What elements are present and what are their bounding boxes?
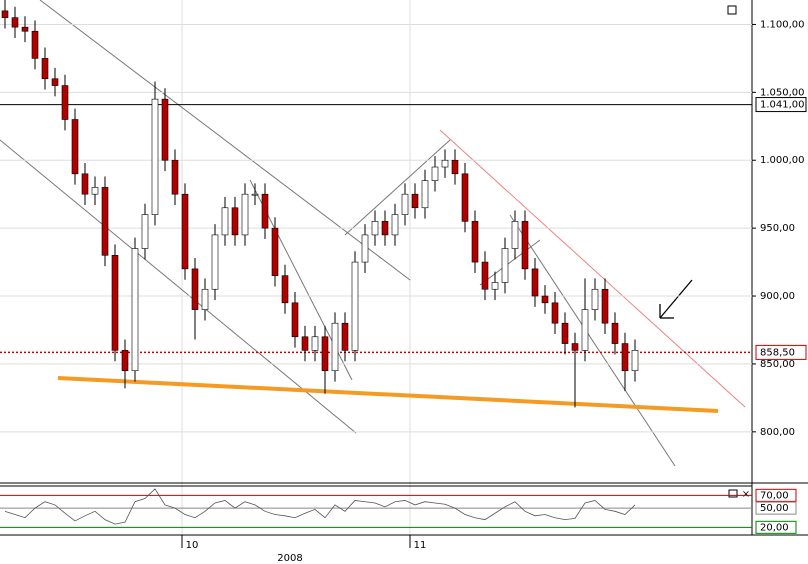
candle-body	[121, 350, 129, 372]
rsi-level-box	[755, 488, 797, 502]
candle-body	[11, 17, 19, 28]
rsi-level-box	[755, 501, 797, 515]
candle-body	[581, 309, 589, 351]
candle-body	[191, 268, 199, 310]
month-label: 10	[186, 540, 199, 551]
candle-body	[631, 350, 639, 372]
candle-body	[321, 336, 329, 372]
rsi-level-label: 20,00	[760, 522, 789, 533]
candle-body	[521, 221, 529, 270]
candle-body	[601, 288, 609, 324]
candle-body	[431, 166, 439, 181]
candle-body	[311, 336, 319, 351]
candle-body	[241, 193, 249, 236]
candle-body	[61, 85, 69, 120]
candle-body	[141, 214, 149, 249]
y-tick-label: 1.100,00	[760, 19, 805, 30]
candle-body	[371, 221, 379, 236]
candle-body	[291, 302, 299, 338]
candle-body	[271, 227, 279, 276]
candle-body	[211, 234, 219, 290]
candle-body	[251, 193, 259, 196]
candle-body	[461, 173, 469, 222]
candle-body	[401, 193, 409, 215]
candle-body	[481, 261, 489, 290]
candle-body	[201, 288, 209, 310]
candle-body	[421, 180, 429, 209]
rsi-level-label: 70,00	[760, 490, 789, 501]
candle-body	[541, 295, 549, 304]
candle-body	[1, 10, 9, 18]
candle-body	[51, 78, 59, 86]
candle-body	[181, 193, 189, 270]
candle-body	[31, 30, 39, 59]
y-tick-label: 800,00	[760, 427, 795, 438]
reference-label: 1.041,00	[760, 100, 805, 111]
candle-body	[41, 58, 49, 80]
reference-box	[755, 344, 807, 360]
candle-body	[411, 193, 419, 209]
candle-body	[501, 248, 509, 283]
arrow	[659, 279, 693, 319]
close-icon[interactable]: ×	[742, 489, 750, 500]
candle-body	[391, 214, 399, 236]
reference-label: 858,50	[760, 347, 795, 358]
maximize-icon[interactable]	[727, 5, 737, 15]
rsi-line	[4, 488, 636, 525]
candle-body	[301, 336, 309, 351]
year-label: 2008	[277, 553, 302, 564]
candle-body	[171, 159, 179, 195]
candle-body	[81, 173, 89, 195]
candle-body	[381, 221, 389, 236]
candle-body	[491, 282, 499, 290]
candle-body	[361, 234, 369, 263]
candle-body	[571, 343, 579, 351]
maximize-icon[interactable]	[728, 489, 738, 498]
candle-body	[531, 268, 539, 297]
rsi-level-label: 50,00	[760, 503, 789, 514]
y-tick-label: 850,00	[760, 359, 795, 370]
candle-body	[551, 302, 559, 324]
candle-body	[111, 254, 119, 351]
y-tick-label: 950,00	[760, 223, 795, 234]
candle-body	[261, 193, 269, 229]
candle-body	[441, 159, 449, 168]
month-label: 11	[414, 540, 427, 551]
candle-body	[511, 221, 519, 249]
candle-body	[231, 207, 239, 236]
candle-body	[131, 248, 139, 372]
y-tick-label: 1.050,00	[760, 87, 805, 98]
rsi-level-box	[755, 520, 797, 534]
support-line	[57, 376, 719, 413]
candle-body	[341, 322, 349, 351]
candle-body	[21, 26, 29, 32]
candle-body	[91, 187, 99, 195]
candle-body	[351, 261, 359, 351]
resistance-line	[439, 129, 746, 408]
candle-body	[471, 221, 479, 263]
candle-body	[71, 119, 79, 175]
candle-body	[591, 288, 599, 310]
reference-box	[755, 97, 807, 113]
candle-body	[281, 275, 289, 304]
candle-body	[621, 343, 629, 372]
candle-body	[611, 322, 619, 344]
candle-body	[151, 98, 159, 215]
y-tick-label: 1.000,00	[760, 155, 805, 166]
candle-body	[331, 322, 339, 372]
candle-body	[161, 98, 169, 161]
candle-body	[101, 187, 109, 256]
candle-body	[451, 159, 459, 175]
candle-body	[561, 322, 569, 344]
y-tick-label: 900,00	[760, 291, 795, 302]
candle-body	[221, 207, 229, 236]
